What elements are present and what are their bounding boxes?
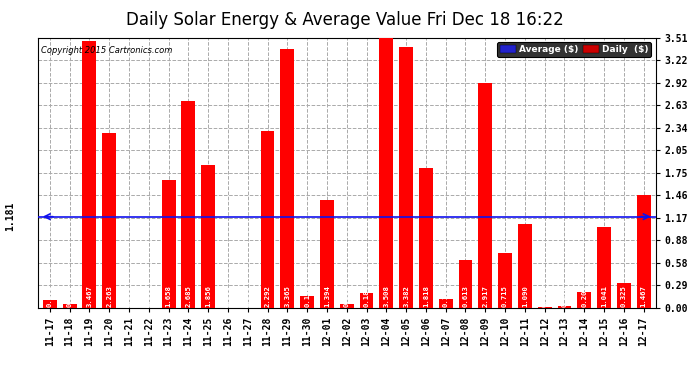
Text: 0.000: 0.000 — [245, 285, 250, 307]
Text: 1.181: 1.181 — [5, 202, 15, 231]
Text: 0.184: 0.184 — [364, 285, 370, 307]
Text: Daily Solar Energy & Average Value Fri Dec 18 16:22: Daily Solar Energy & Average Value Fri D… — [126, 11, 564, 29]
Text: 0.000: 0.000 — [126, 285, 132, 307]
Text: 1.658: 1.658 — [166, 285, 172, 307]
Bar — [578, 292, 591, 308]
Bar — [261, 131, 275, 308]
Text: 1.467: 1.467 — [640, 285, 647, 307]
Text: 1.041: 1.041 — [601, 285, 607, 307]
Bar — [538, 307, 551, 308]
Legend: Average ($), Daily  ($): Average ($), Daily ($) — [497, 42, 651, 57]
Bar — [637, 195, 651, 308]
Bar — [181, 101, 195, 308]
Bar — [498, 252, 512, 308]
Bar — [300, 296, 314, 307]
Bar — [439, 299, 453, 307]
Bar — [83, 41, 97, 308]
Text: 0.105: 0.105 — [443, 285, 448, 307]
Bar — [339, 303, 354, 307]
Text: 1.856: 1.856 — [205, 285, 211, 307]
Text: Copyright 2015 Cartronics.com: Copyright 2015 Cartronics.com — [41, 46, 172, 55]
Bar — [102, 134, 116, 308]
Text: 0.613: 0.613 — [462, 285, 469, 307]
Text: 2.685: 2.685 — [186, 285, 191, 307]
Bar — [419, 168, 433, 308]
Bar — [558, 306, 571, 308]
Bar — [320, 200, 334, 308]
Text: 0.207: 0.207 — [581, 285, 587, 307]
Bar — [161, 180, 175, 308]
Bar — [63, 304, 77, 307]
Text: 1.090: 1.090 — [522, 285, 528, 307]
Text: 2.917: 2.917 — [482, 285, 489, 307]
Text: 3.382: 3.382 — [403, 285, 409, 307]
Bar — [597, 227, 611, 308]
Text: 0.045: 0.045 — [67, 285, 72, 307]
Text: 3.508: 3.508 — [384, 285, 389, 307]
Bar — [617, 282, 631, 308]
Text: 0.018: 0.018 — [562, 285, 567, 307]
Bar — [400, 47, 413, 308]
Bar — [280, 49, 294, 308]
Text: 0.000: 0.000 — [146, 285, 152, 307]
Bar — [518, 224, 532, 308]
Text: 2.292: 2.292 — [264, 285, 270, 307]
Text: 0.325: 0.325 — [621, 285, 627, 307]
Text: 1.818: 1.818 — [423, 285, 429, 307]
Text: 2.263: 2.263 — [106, 285, 112, 307]
Bar — [43, 300, 57, 307]
Bar — [459, 260, 473, 308]
Text: 1.394: 1.394 — [324, 285, 330, 307]
Text: 3.467: 3.467 — [86, 285, 92, 307]
Bar — [201, 165, 215, 308]
Text: 0.154: 0.154 — [304, 285, 310, 307]
Bar — [380, 38, 393, 308]
Text: 0.000: 0.000 — [225, 285, 231, 307]
Text: 0.101: 0.101 — [47, 285, 53, 307]
Text: 3.365: 3.365 — [284, 285, 290, 307]
Text: 0.010: 0.010 — [542, 285, 548, 307]
Bar — [359, 293, 373, 308]
Bar — [478, 83, 492, 308]
Text: 0.052: 0.052 — [344, 285, 350, 307]
Text: 0.715: 0.715 — [502, 285, 508, 307]
